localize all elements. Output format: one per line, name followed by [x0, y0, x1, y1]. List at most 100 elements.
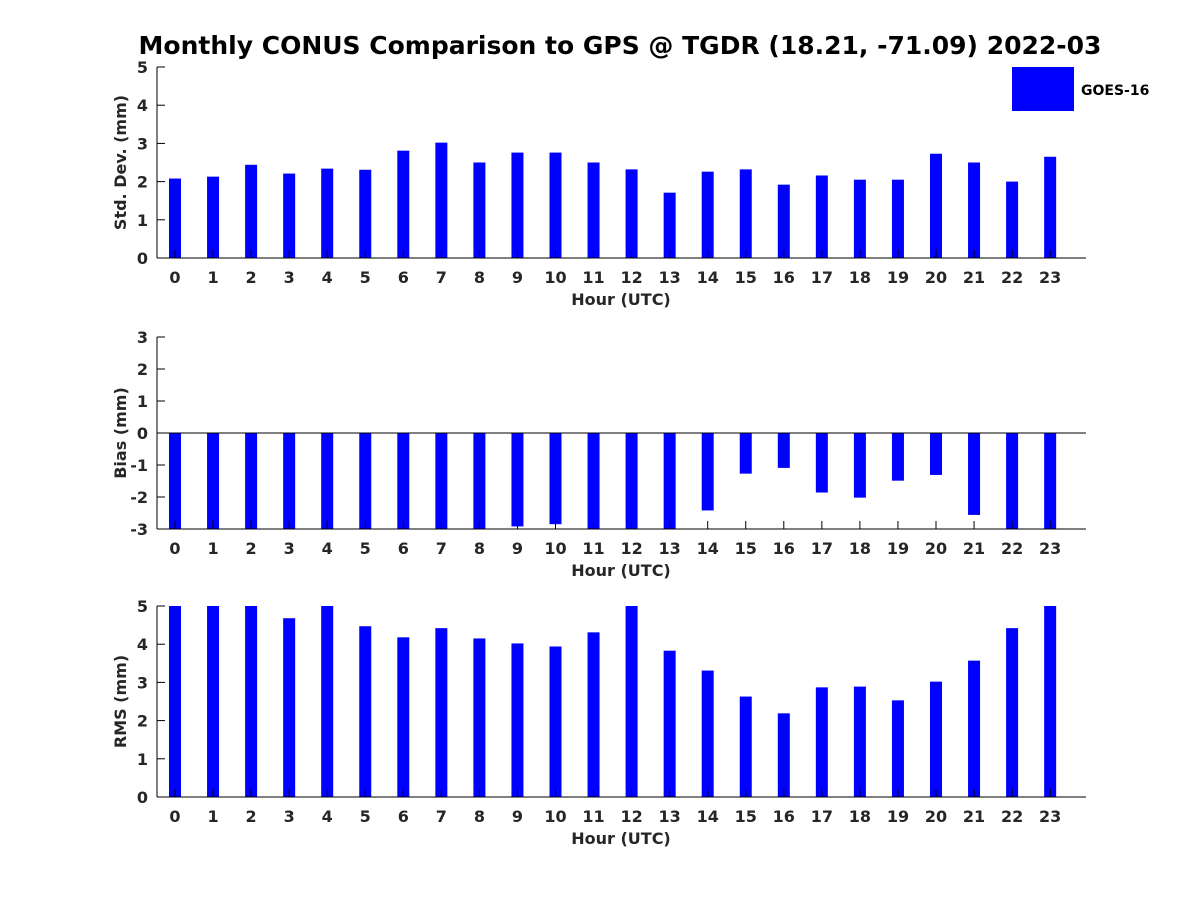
y-axis-label: Std. Dev. (mm)	[111, 95, 130, 230]
bar-0-2	[245, 164, 258, 258]
x-axis-label: Hour (UTC)	[571, 561, 671, 580]
y-tick-label: -2	[130, 488, 148, 507]
bar-2-16	[777, 713, 790, 797]
bar-2-18	[853, 686, 866, 797]
bar-0-6	[397, 150, 410, 258]
bar-1-5	[359, 433, 372, 529]
x-tick-label: 16	[773, 268, 795, 287]
bar-2-10	[549, 646, 562, 797]
x-tick-label: 7	[436, 268, 447, 287]
bar-1-0	[169, 433, 181, 529]
x-tick-label: 21	[963, 268, 985, 287]
x-tick-label: 17	[811, 539, 833, 558]
y-tick-label: 1	[137, 750, 148, 769]
x-tick-label: 6	[398, 539, 409, 558]
x-axis-label: Hour (UTC)	[571, 829, 671, 848]
x-tick-label: 10	[544, 268, 566, 287]
bar-2-7	[435, 628, 448, 797]
x-tick-label: 22	[1001, 807, 1023, 826]
legend-swatch	[1012, 67, 1074, 111]
bar-0-22	[1006, 181, 1019, 258]
x-tick-label: 6	[398, 807, 409, 826]
x-tick-label: 8	[474, 268, 485, 287]
x-tick-label: 13	[659, 539, 681, 558]
y-tick-label: 3	[137, 328, 148, 347]
x-tick-label: 10	[544, 807, 566, 826]
bar-1-13	[663, 433, 676, 529]
bar-0-11	[587, 162, 600, 258]
bar-1-7	[435, 433, 448, 529]
bar-2-12	[625, 606, 638, 797]
bar-2-4	[321, 606, 334, 797]
x-tick-label: 20	[925, 539, 947, 558]
x-tick-label: 5	[360, 807, 371, 826]
y-tick-label: 0	[137, 424, 148, 443]
chart-title: Monthly CONUS Comparison to GPS @ TGDR (…	[139, 31, 1102, 60]
y-tick-label: 2	[137, 712, 148, 731]
x-tick-label: 13	[659, 807, 681, 826]
bar-0-15	[739, 169, 752, 258]
bar-2-1	[207, 606, 220, 797]
x-tick-label: 12	[620, 807, 642, 826]
legend-label: GOES-16	[1081, 83, 1149, 99]
bar-0-7	[435, 142, 448, 258]
x-tick-label: 7	[436, 807, 447, 826]
x-tick-label: 23	[1039, 539, 1061, 558]
x-tick-label: 17	[811, 807, 833, 826]
y-tick-label: 4	[137, 96, 148, 115]
y-tick-label: 4	[137, 635, 148, 654]
bar-1-15	[739, 433, 752, 474]
bar-2-11	[587, 632, 600, 797]
bar-0-3	[283, 173, 296, 258]
bar-0-18	[853, 179, 866, 258]
x-tick-label: 20	[925, 807, 947, 826]
x-tick-label: 13	[659, 268, 681, 287]
bar-1-18	[853, 433, 866, 498]
bar-2-19	[891, 700, 904, 797]
bar-0-9	[511, 152, 524, 258]
x-tick-label: 21	[963, 539, 985, 558]
x-tick-label: 11	[582, 268, 604, 287]
bar-0-23	[1044, 156, 1057, 258]
x-tick-label: 8	[474, 807, 485, 826]
x-tick-label: 4	[322, 807, 333, 826]
y-axis-label: RMS (mm)	[111, 655, 130, 748]
x-tick-label: 15	[735, 268, 757, 287]
bar-1-23	[1044, 433, 1057, 529]
bar-0-4	[321, 168, 334, 258]
bar-1-12	[625, 433, 638, 529]
bar-2-9	[511, 643, 524, 797]
x-tick-label: 19	[887, 539, 909, 558]
x-tick-label: 1	[207, 268, 218, 287]
y-tick-label: -3	[130, 520, 148, 539]
bar-1-16	[777, 433, 790, 468]
bar-2-13	[663, 650, 676, 797]
x-tick-label: 18	[849, 807, 871, 826]
bar-0-20	[930, 153, 942, 258]
x-tick-label: 23	[1039, 268, 1061, 287]
x-tick-label: 2	[246, 268, 257, 287]
x-tick-label: 14	[697, 268, 719, 287]
bar-1-19	[891, 433, 904, 481]
bar-2-22	[1006, 628, 1019, 797]
bar-1-1	[207, 433, 220, 529]
x-tick-label: 3	[284, 268, 295, 287]
x-tick-label: 19	[887, 807, 909, 826]
x-tick-label: 12	[620, 268, 642, 287]
bar-2-3	[283, 618, 296, 797]
x-tick-label: 7	[436, 539, 447, 558]
x-tick-label: 11	[582, 807, 604, 826]
x-tick-label: 3	[284, 807, 295, 826]
x-tick-label: 4	[322, 268, 333, 287]
bar-2-20	[930, 681, 942, 797]
bar-0-21	[968, 162, 981, 258]
y-tick-label: 1	[137, 211, 148, 230]
y-tick-label: 2	[137, 360, 148, 379]
bar-0-17	[815, 175, 828, 258]
bar-2-17	[815, 687, 828, 797]
y-tick-label: 2	[137, 173, 148, 192]
bar-1-11	[587, 433, 600, 529]
y-tick-label: 1	[137, 392, 148, 411]
